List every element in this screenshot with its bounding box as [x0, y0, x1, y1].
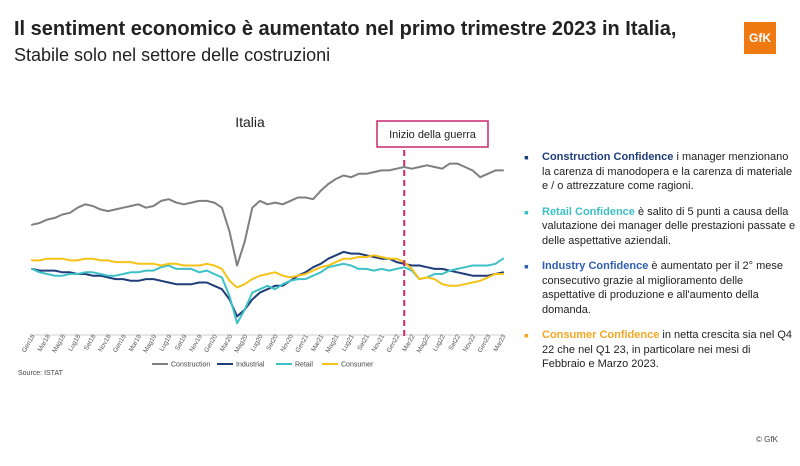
note-bullet-retail: ▪ — [524, 203, 529, 220]
note-text-construction: i manager menzionano la carenza di manod… — [542, 151, 793, 192]
x-tick-label: Set21 — [356, 333, 371, 352]
x-tick-label: Set19 — [174, 333, 189, 352]
chart-title: Italia — [235, 114, 265, 130]
x-tick-label: Nov18 — [97, 333, 113, 353]
note-construction: ▪ Construction Confidence i manager menz… — [524, 150, 796, 194]
x-tick-label: Lug19 — [158, 333, 173, 352]
note-consumer: ▪ Consumer Confidence in netta crescita … — [524, 328, 796, 372]
x-tick-label: Set18 — [83, 333, 98, 352]
x-tick-label: Nov20 — [280, 333, 296, 353]
x-tick-label: Lug21 — [341, 333, 356, 352]
x-tick-label: Set20 — [265, 333, 280, 352]
series-line-consumer — [31, 254, 504, 289]
x-tick-label: Nov21 — [371, 333, 387, 353]
x-tick-label: Mar18 — [37, 333, 52, 353]
note-bullet-construction: ▪ — [524, 149, 529, 165]
note-head-industry: Industry Confidence — [542, 260, 649, 272]
x-tick-label: Nov22 — [462, 333, 478, 353]
x-tick-label: Gen20 — [203, 333, 219, 354]
annotation-label: Inizio della guerra — [389, 129, 477, 141]
note-bullet-industry: ▪ — [524, 258, 529, 274]
x-tick-label: Mar22 — [401, 333, 416, 353]
page-subtitle: Stabile solo nel settore delle costruzio… — [14, 45, 331, 65]
source-note: Source: ISTAT — [18, 370, 63, 377]
x-tick-label: Lug18 — [67, 333, 82, 352]
x-tick-label: Set22 — [448, 333, 463, 352]
note-head-consumer: Consumer Confidence — [542, 329, 660, 341]
x-tick-label: Gen22 — [386, 333, 402, 354]
x-tick-label: Mag19 — [142, 333, 158, 354]
x-tick-label: Mag18 — [51, 333, 67, 354]
x-tick-label: Nov19 — [188, 333, 204, 353]
x-tick-label: Mag21 — [325, 333, 341, 354]
series-line-industrial — [31, 250, 504, 318]
legend-label-consumer: Consumer — [341, 362, 374, 369]
annotation-box — [376, 120, 489, 148]
gfk-logo: GfK — [744, 22, 776, 54]
x-tick-label: Lug20 — [250, 333, 265, 352]
x-tick-label: Mag20 — [233, 333, 249, 354]
x-tick-label: Mar21 — [310, 333, 325, 353]
note-retail: ▪ Retail Confidence è salito di 5 punti … — [524, 205, 796, 249]
x-tick-label: Lug22 — [432, 333, 447, 352]
note-industry: ▪ Industry Confidence è aumentato per il… — [524, 259, 796, 317]
notes-list: ▪ Construction Confidence i manager menz… — [524, 150, 796, 383]
copyright-note: © GfK — [756, 435, 778, 444]
note-bullet-consumer: ▪ — [524, 327, 529, 343]
note-text-industry: è aumentato per il 2° mese consecutivo g… — [542, 260, 783, 316]
x-tick-label: Gen21 — [294, 333, 310, 354]
page-title: Il sentiment economico è aumentato nel p… — [14, 18, 677, 40]
legend-label-retail: Retail — [295, 362, 313, 369]
note-text-consumer: in netta crescita sia nel Q4 22 che nel … — [542, 329, 793, 370]
note-head-construction: Construction Confidence — [542, 151, 674, 163]
legend-label-construction: Construction — [171, 362, 210, 369]
x-tick-label: Gen19 — [112, 333, 128, 354]
x-tick-label: Gen18 — [21, 333, 37, 354]
series-line-construction — [31, 162, 504, 267]
note-text-retail: è salito di 5 punti a causa della valuta… — [542, 205, 796, 247]
x-tick-label: Mag22 — [416, 333, 432, 354]
x-tick-label: Mar20 — [219, 333, 234, 353]
x-tick-label: Mar23 — [492, 333, 507, 353]
note-head-retail: Retail Confidence — [542, 205, 635, 218]
x-tick-label: Gen23 — [477, 333, 493, 354]
legend-label-industrial: Industrial — [236, 362, 265, 369]
x-tick-label: Mar19 — [128, 333, 143, 353]
